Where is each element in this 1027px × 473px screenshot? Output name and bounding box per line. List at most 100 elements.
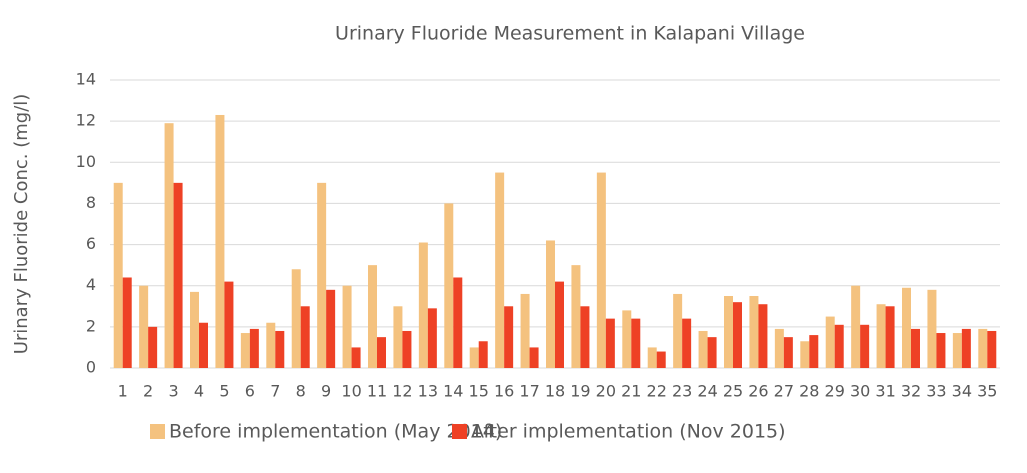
bar: [580, 306, 590, 368]
bar: [351, 347, 361, 368]
legend-swatch: [150, 424, 165, 439]
bar: [656, 351, 666, 368]
bar: [825, 316, 835, 368]
x-tick-label: 21: [621, 382, 641, 401]
x-tick-label: 8: [296, 382, 306, 401]
y-tick-label: 0: [86, 358, 96, 377]
bar: [122, 277, 132, 368]
bar: [148, 326, 158, 368]
x-tick-label: 15: [469, 382, 489, 401]
bar: [555, 281, 564, 368]
bar: [698, 330, 708, 368]
bar: [647, 347, 657, 368]
bar: [851, 285, 861, 368]
bar: [469, 347, 479, 368]
bar: [936, 333, 946, 368]
bar: [631, 318, 641, 368]
x-tick-label: 30: [850, 382, 870, 401]
bar: [682, 318, 692, 368]
bar: [317, 182, 327, 368]
x-tick-label: 10: [341, 382, 361, 401]
bar: [139, 285, 149, 368]
x-tick-label: 9: [321, 382, 331, 401]
x-tick-label: 11: [367, 382, 387, 401]
bar: [249, 328, 259, 368]
bar: [546, 240, 555, 368]
bar: [164, 123, 174, 368]
x-tick-label: 6: [245, 382, 255, 401]
x-tick-label: 3: [168, 382, 178, 401]
x-tick-label: 25: [723, 382, 743, 401]
bar: [834, 324, 844, 368]
bar: [377, 337, 386, 368]
chart-title: Urinary Fluoride Measurement in Kalapani…: [335, 23, 805, 45]
bar: [393, 306, 403, 368]
bar: [275, 330, 285, 368]
bar: [224, 281, 234, 368]
bar: [876, 304, 886, 368]
bar: [504, 306, 514, 368]
bar: [902, 287, 911, 368]
x-tick-label: 12: [392, 382, 412, 401]
bar: [622, 310, 632, 368]
legend-swatch: [452, 424, 467, 439]
bar: [529, 347, 539, 368]
legend-text: Before implementation (May 2014): [169, 421, 502, 443]
bar: [199, 322, 208, 368]
x-tick-label: 17: [519, 382, 539, 401]
y-tick-label: 14: [76, 70, 96, 89]
x-tick-label: 5: [219, 382, 229, 401]
y-tick-label: 6: [86, 234, 96, 253]
bar: [427, 308, 437, 368]
bar: [520, 293, 530, 368]
x-tick-label: 32: [901, 382, 921, 401]
x-tick-label: 16: [494, 382, 514, 401]
bar: [987, 330, 997, 368]
y-tick-label: 12: [76, 111, 96, 130]
x-tick-label: 14: [443, 382, 463, 401]
bar: [605, 318, 615, 368]
bar: [113, 182, 123, 368]
x-tick-label: 24: [697, 382, 717, 401]
bar: [300, 306, 310, 368]
y-tick-label: 2: [86, 316, 96, 335]
bar: [418, 242, 428, 368]
x-tick-label: 29: [825, 382, 845, 401]
bar: [402, 330, 412, 368]
x-tick-label: 27: [774, 382, 794, 401]
bar: [927, 289, 937, 368]
bar: [911, 328, 920, 368]
bar: [190, 291, 199, 368]
x-tick-label: 4: [194, 382, 204, 401]
bar: [758, 304, 768, 368]
bar: [444, 203, 454, 368]
x-tick-label: 34: [952, 382, 972, 401]
x-tick-label: 7: [270, 382, 280, 401]
bar: [800, 341, 810, 368]
y-tick-label: 4: [86, 275, 96, 294]
x-tick-label: 2: [143, 382, 153, 401]
x-tick-label: 19: [570, 382, 590, 401]
bar: [724, 296, 733, 368]
bar: [240, 333, 250, 368]
legend-text: After implementation (Nov 2015): [471, 421, 786, 443]
bar: [860, 324, 870, 368]
x-tick-label: 13: [418, 382, 438, 401]
bar: [673, 293, 683, 368]
x-tick-label: 23: [672, 382, 692, 401]
x-tick-label: 26: [748, 382, 768, 401]
bar: [173, 182, 183, 368]
y-axis-label: Urinary Fluoride Conc. (mg/l): [11, 94, 32, 355]
bar: [952, 333, 962, 368]
bar: [978, 328, 988, 368]
x-tick-label: 18: [545, 382, 565, 401]
bar: [478, 341, 488, 368]
bar: [342, 285, 352, 368]
x-tick-label: 33: [926, 382, 946, 401]
bar: [885, 306, 895, 368]
x-tick-label: 20: [596, 382, 616, 401]
x-tick-label: 22: [647, 382, 667, 401]
y-tick-label: 8: [86, 193, 96, 212]
bar: [707, 337, 717, 368]
